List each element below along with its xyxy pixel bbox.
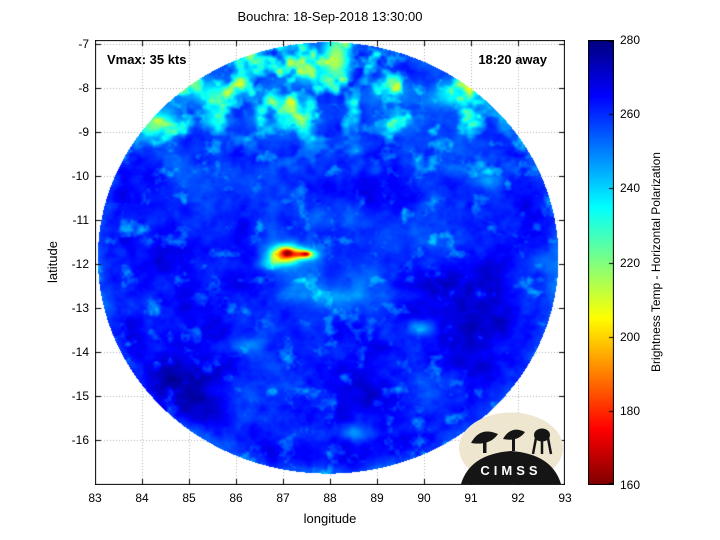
cimss-logo: CIMSS [458,412,564,484]
radio-dish-mount [512,437,515,451]
x-tick-label: 91 [464,491,478,505]
radio-dish-mount [483,441,487,453]
x-tick-label: 92 [511,491,525,505]
colorbar-tick-label: 260 [620,107,641,122]
x-tick-label: 87 [276,491,290,505]
cimss-logo-text: CIMSS [480,463,541,478]
y-tick-label: -7 [78,36,89,51]
y-tick-label: -12 [71,257,89,272]
logo-hill [461,451,561,484]
time-away-annotation: 18:20 away [478,52,547,67]
y-tick-label: -15 [71,389,89,404]
y-tick-label: -9 [78,124,89,139]
x-tick-label: 84 [135,491,149,505]
x-tick-label: 90 [417,491,431,505]
figure-title: Bouchra: 18-Sep-2018 13:30:00 [237,9,423,24]
y-tick-label: -13 [71,301,89,316]
y-tick-label: -11 [72,213,89,228]
colorbar-tick-label: 280 [620,33,641,47]
y-tick-label: -10 [71,169,89,183]
colorbar-tick-label: 160 [620,478,641,492]
colorbar-tick-label: 180 [620,403,641,418]
y-tick-label: -8 [78,80,89,95]
y-tick-label: -16 [71,433,89,448]
x-tick-label: 83 [88,491,102,505]
satellite-image-canvas [95,40,565,485]
x-tick-label: 85 [182,491,196,505]
y-tick-label: -14 [71,345,89,360]
vmax-annotation: Vmax: 35 kts [107,52,187,67]
water-tower-legs [531,437,553,455]
x-tick-label: 86 [229,491,243,505]
colorbar-canvas [588,40,614,485]
x-tick-label: 93 [558,491,572,505]
water-tower-icon [534,428,550,442]
colorbar-tick-label: 220 [620,255,641,270]
x-axis-label: longitude [303,511,357,526]
colorbar-tick-label: 240 [620,181,641,196]
x-tick-label: 88 [323,491,337,505]
radio-dish-icon [503,429,525,440]
x-tick-label: 89 [370,491,384,505]
cimss-logo-graphic: CIMSS [459,412,563,484]
radio-dish-icon [471,431,498,444]
plot-area: Vmax: 35 kts 18:20 away CIMSS [95,40,565,485]
colorbar-tick-label: 200 [620,329,641,344]
